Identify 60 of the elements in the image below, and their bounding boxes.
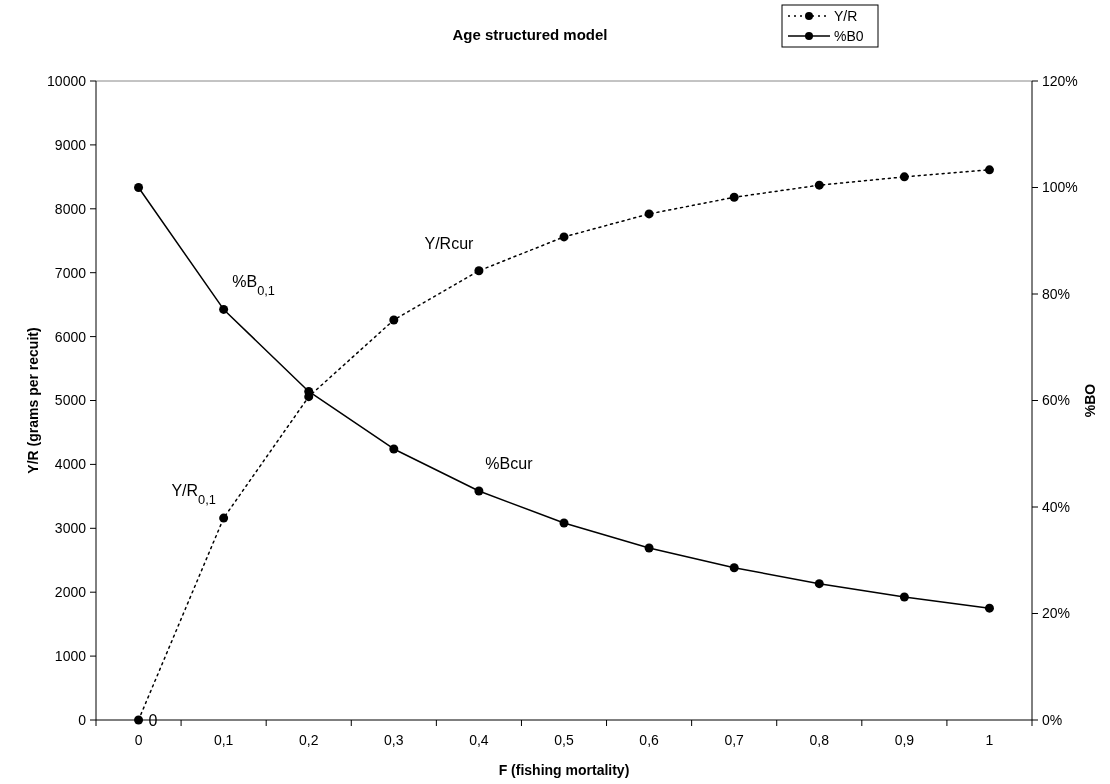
x-tick-label: 0,3 bbox=[384, 732, 404, 748]
x-tick-label: 0 bbox=[134, 732, 143, 748]
y-tick-label: 1000 bbox=[54, 648, 87, 664]
y-tick-label: 8000 bbox=[54, 200, 87, 217]
point bbox=[644, 209, 654, 219]
y2-tick-label: 100% bbox=[1042, 179, 1078, 196]
y-tick-label: 2000 bbox=[54, 584, 87, 601]
data-label: 0 bbox=[148, 712, 158, 729]
y-tick-label: 6000 bbox=[54, 328, 87, 345]
point bbox=[644, 543, 654, 553]
y-tick-label: 5000 bbox=[54, 392, 87, 409]
point bbox=[899, 172, 909, 182]
legend-label: Y/R bbox=[834, 7, 858, 24]
point bbox=[729, 563, 739, 573]
y-tick-label: 7000 bbox=[54, 264, 87, 281]
point bbox=[389, 444, 399, 454]
point bbox=[814, 579, 824, 589]
y-tick-label: 3000 bbox=[54, 520, 87, 537]
y2-tick-label: 40% bbox=[1042, 498, 1071, 515]
y2-tick-label: 120% bbox=[1042, 72, 1078, 89]
point bbox=[559, 232, 569, 242]
x-tick-label: 0,4 bbox=[469, 732, 489, 748]
point bbox=[134, 183, 144, 192]
y2-tick-label: 80% bbox=[1042, 285, 1071, 302]
x-axis-title: F (fishing mortality) bbox=[498, 762, 630, 778]
point bbox=[219, 304, 229, 314]
annotation: %Bcur bbox=[485, 455, 534, 473]
annotation: Y/R$_{0,1}$ bbox=[171, 482, 216, 507]
annotation: Y/Rcur bbox=[424, 234, 475, 252]
x-tick-label: 0,5 bbox=[554, 732, 574, 748]
y2-tick-label: 60% bbox=[1042, 392, 1071, 409]
y-axis-title: Y/R (grams per recuit) bbox=[25, 327, 41, 474]
point bbox=[219, 513, 229, 523]
point bbox=[389, 315, 399, 325]
annotation: %B$_{0,1}$ bbox=[232, 273, 275, 298]
y2-tick-label: 0% bbox=[1042, 711, 1063, 728]
point bbox=[984, 603, 994, 613]
x-tick-label: 0,6 bbox=[639, 732, 660, 748]
y-tick-label: 4000 bbox=[54, 456, 87, 473]
point bbox=[899, 592, 909, 602]
x-tick-label: 0,8 bbox=[809, 732, 830, 748]
point bbox=[474, 266, 484, 276]
point bbox=[474, 486, 484, 496]
chart-title: Age structured model bbox=[452, 26, 608, 43]
point bbox=[729, 192, 739, 202]
y-tick-label: 10000 bbox=[47, 72, 87, 89]
x-tick-label: 0,9 bbox=[894, 732, 915, 748]
y2-axis-title: %BO bbox=[1082, 383, 1098, 418]
y-tick-label: 0 bbox=[78, 711, 87, 728]
y2-tick-label: 20% bbox=[1042, 605, 1071, 622]
x-tick-label: 0,7 bbox=[724, 732, 745, 748]
point bbox=[984, 165, 994, 175]
x-tick-label: 0,2 bbox=[298, 732, 319, 748]
point bbox=[814, 180, 824, 190]
y-tick-label: 9000 bbox=[54, 136, 87, 153]
point bbox=[134, 715, 144, 725]
x-tick-label: 0,1 bbox=[213, 732, 234, 748]
legend-label: %B0 bbox=[834, 27, 864, 44]
x-tick-label: 1 bbox=[985, 732, 994, 748]
point bbox=[559, 518, 569, 528]
